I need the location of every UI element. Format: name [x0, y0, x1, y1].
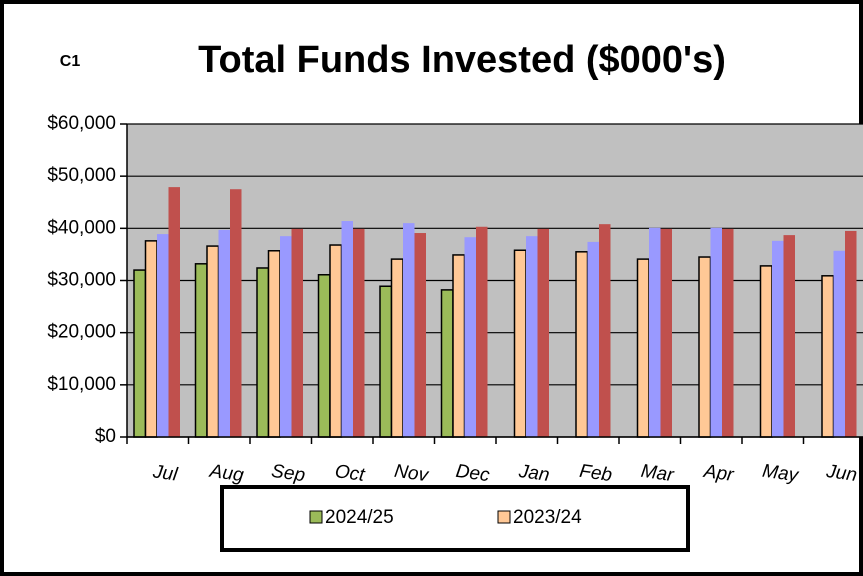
- x-tick-label: Sep: [270, 461, 306, 487]
- bar: [783, 235, 795, 437]
- bar: [452, 254, 466, 438]
- y-tick-label: $10,000: [47, 374, 116, 395]
- chart-title: Total Funds Invested ($000's): [198, 39, 726, 81]
- x-tick-label: Feb: [578, 461, 613, 486]
- x-tick-label: Mar: [640, 461, 676, 486]
- bar: [599, 224, 611, 437]
- bar: [218, 229, 230, 437]
- x-tick-label: Dec: [455, 461, 492, 487]
- x-tick-label: Oct: [334, 461, 367, 486]
- x-tick-label: Jan: [517, 461, 551, 486]
- x-tick-label: May: [761, 461, 801, 487]
- chart-label: C1: [60, 53, 81, 70]
- bar: [649, 227, 661, 437]
- x-tick-label: Jul: [151, 461, 180, 485]
- bar: [157, 234, 169, 437]
- bar: [379, 285, 393, 438]
- bar: [280, 236, 292, 437]
- bar: [144, 240, 158, 438]
- legend-label: 2023/24: [513, 507, 582, 528]
- bar: [414, 233, 426, 437]
- bar: [256, 267, 270, 438]
- x-tick-label: Apr: [702, 461, 736, 486]
- bar: [772, 240, 784, 437]
- legend-box: [220, 485, 690, 552]
- bar: [329, 244, 343, 438]
- bar: [267, 250, 281, 438]
- bar: [845, 230, 857, 437]
- bar: [341, 221, 353, 437]
- bar: [230, 189, 242, 437]
- bar: [636, 258, 650, 438]
- bar: [168, 187, 180, 437]
- bar: [722, 228, 734, 437]
- bar: [390, 258, 404, 438]
- bar: [710, 227, 722, 437]
- bar: [476, 226, 488, 437]
- y-tick-label: $30,000: [47, 270, 116, 291]
- bar: [513, 249, 527, 438]
- bar: [575, 251, 589, 438]
- bar: [353, 228, 365, 437]
- y-tick-label: $50,000: [47, 165, 116, 186]
- bar: [464, 237, 476, 437]
- x-tick-label: Nov: [393, 461, 431, 487]
- bar: [821, 275, 835, 438]
- legend-label: 2024/25: [325, 507, 394, 528]
- x-tick-label: Aug: [208, 461, 246, 487]
- x-tick-label: Jun: [824, 461, 858, 486]
- legend-swatch: [309, 510, 323, 524]
- y-tick-label: $60,000: [47, 113, 116, 134]
- bar: [317, 274, 331, 438]
- bar: [440, 289, 454, 438]
- bar: [833, 250, 845, 437]
- bar: [587, 241, 599, 437]
- bar: [526, 236, 538, 437]
- y-tick-label: $0: [95, 426, 116, 447]
- bar: [698, 256, 712, 438]
- bar: [759, 265, 773, 438]
- bar: [206, 245, 220, 438]
- bar: [537, 228, 549, 437]
- legend-swatch: [497, 510, 511, 524]
- bar: [133, 269, 147, 438]
- bar: [194, 263, 208, 438]
- bar: [403, 223, 415, 437]
- y-tick-label: $20,000: [47, 322, 116, 343]
- bar: [291, 228, 303, 437]
- y-tick-label: $40,000: [47, 217, 116, 238]
- bar: [660, 228, 672, 437]
